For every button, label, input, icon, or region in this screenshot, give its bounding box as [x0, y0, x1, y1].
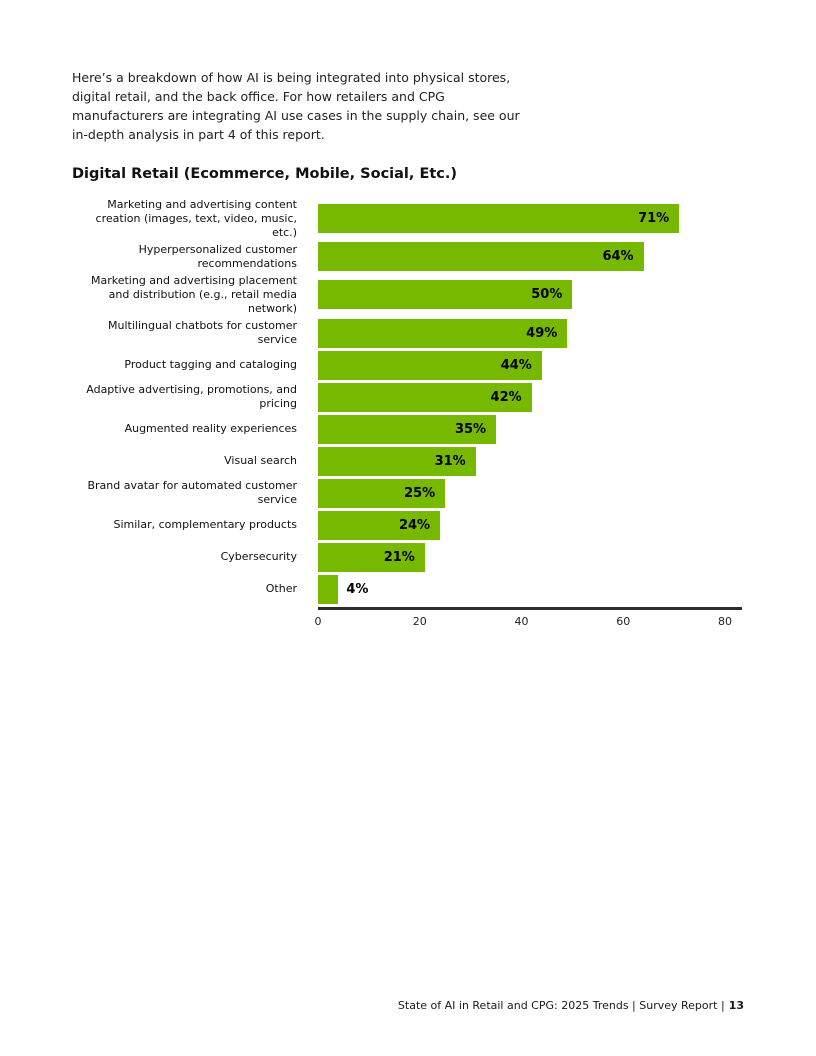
chart-row: Brand avatar for automated customer serv… — [72, 478, 744, 508]
x-axis-tick-row: 0 20 40 60 80 — [314, 614, 742, 631]
bar-value-label: 24% — [398, 517, 431, 533]
bar: 49% — [318, 318, 568, 348]
chart-row: Visual search 31% — [72, 446, 744, 476]
bar — [318, 574, 339, 604]
bar-category-label: Brand avatar for automated customer serv… — [87, 479, 297, 506]
bar: 25% — [318, 478, 446, 508]
bar-track: 25% — [318, 478, 744, 508]
x-axis-line — [318, 606, 742, 610]
chart-row: Marketing and advertising content creati… — [72, 198, 744, 239]
bar-track: 50% — [318, 280, 744, 310]
bar-track: 4% — [318, 574, 744, 604]
bar-value-label: 50% — [531, 287, 563, 303]
bar-category-label: Visual search — [224, 454, 297, 468]
bar-value-label: 35% — [454, 421, 487, 437]
bar-value-label: 44% — [500, 357, 532, 373]
bar-track: 42% — [318, 382, 744, 412]
chart-row: Marketing and advertising placement and … — [72, 274, 744, 315]
bar-chart: Marketing and advertising content creati… — [72, 198, 744, 631]
chart-row: Augmented reality experiences 35% — [72, 414, 744, 444]
bar-track: 71% — [318, 204, 744, 234]
page-content: Here’s a breakdown of how AI is being in… — [72, 70, 744, 631]
footer-text: State of AI in Retail and CPG: 2025 Tren… — [397, 999, 725, 1012]
x-axis-tick-label: 20 — [412, 614, 427, 628]
bar-value-label: 21% — [383, 549, 415, 565]
bar-value-label: 4% — [346, 581, 369, 597]
bar-track: 49% — [318, 318, 744, 348]
bar-category-label: Augmented reality experiences — [124, 422, 297, 436]
bar-category-label: Hyperpersonalized customer recommendatio… — [138, 243, 297, 270]
chart-row: Multilingual chatbots for customer servi… — [72, 318, 744, 348]
bar-category-label: Multilingual chatbots for customer servi… — [108, 319, 297, 346]
page-footer: State of AI in Retail and CPG: 2025 Tren… — [398, 999, 744, 1012]
bar-category-label: Marketing and advertising placement and … — [90, 274, 297, 315]
x-axis-tick-label: 40 — [514, 614, 529, 628]
bar: 50% — [318, 280, 573, 310]
bar-category-label: Similar, complementary products — [113, 518, 298, 532]
x-axis-tick-label: 0 — [314, 614, 322, 628]
bar: 71% — [318, 204, 680, 234]
chart-row: Hyperpersonalized customer recommendatio… — [72, 242, 744, 272]
bar: 24% — [318, 510, 441, 540]
bar-value-label: 49% — [526, 325, 558, 341]
bar: 31% — [318, 446, 476, 476]
bar-value-label: 64% — [602, 249, 634, 265]
bar: 64% — [318, 242, 644, 272]
bar-track: 35% — [318, 414, 744, 444]
chart-title: Digital Retail (Ecommerce, Mobile, Socia… — [72, 166, 458, 182]
page-number: 13 — [728, 999, 744, 1012]
bar-category-label: Marketing and advertising content creati… — [95, 198, 297, 239]
chart-row: Cybersecurity 21% — [72, 542, 744, 572]
bar-track: 44% — [318, 350, 744, 380]
x-axis-tick-label: 80 — [718, 614, 732, 628]
bar-category-label: Adaptive advertising, promotions, and pr… — [86, 383, 297, 410]
bar-value-label: 25% — [404, 485, 436, 501]
bar-category-label: Other — [265, 582, 297, 596]
chart-row: Similar, complementary products 24% — [72, 510, 744, 540]
bar: 21% — [318, 542, 425, 572]
bar: 42% — [318, 382, 532, 412]
chart-row: Adaptive advertising, promotions, and pr… — [72, 382, 744, 412]
chart-row: Other 4% — [72, 574, 744, 604]
bar-track: 21% — [318, 542, 744, 572]
intro-paragraph: Here’s a breakdown of how AI is being in… — [72, 70, 520, 142]
bar-track: 24% — [318, 510, 744, 540]
chart-row: Product tagging and cataloging 44% — [72, 350, 744, 380]
bar-category-label: Product tagging and cataloging — [124, 358, 297, 372]
bar-value-label: 31% — [434, 453, 466, 469]
bar: 44% — [318, 350, 542, 380]
bar-track: 31% — [318, 446, 744, 476]
bar: 35% — [318, 414, 497, 444]
bar-value-label: 71% — [638, 211, 670, 227]
bar-track: 64% — [318, 242, 744, 272]
bar-value-label: 42% — [490, 389, 522, 405]
bar-category-label: Cybersecurity — [220, 550, 297, 564]
x-axis-tick-label: 60 — [616, 614, 631, 628]
